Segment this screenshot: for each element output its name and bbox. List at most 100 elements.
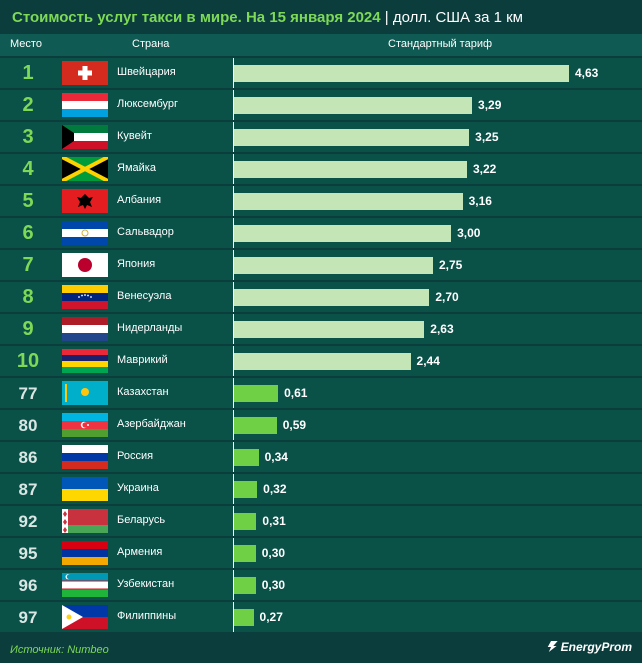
kazakhstan-flag-icon xyxy=(62,381,108,405)
table-row: 95 Армения 0,30 xyxy=(0,538,642,568)
axis-line xyxy=(233,186,234,216)
column-header: Место Страна Стандартный тариф xyxy=(0,34,642,56)
rank-label: 80 xyxy=(18,416,38,435)
value-label: 4,63 xyxy=(575,66,599,80)
rank-label: 86 xyxy=(18,448,38,467)
rank-label: 10 xyxy=(16,350,40,372)
table-row: 77 Казахстан 0,61 xyxy=(0,378,642,408)
table-row: 3 Кувейт 3,25 xyxy=(0,122,642,152)
value-label: 3,25 xyxy=(475,130,499,144)
table-row: 97 Филиппины 0,27 xyxy=(0,602,642,632)
axis-line xyxy=(233,154,234,184)
value-label: 3,22 xyxy=(472,162,497,176)
rank-label: 92 xyxy=(18,512,38,531)
value-label: 0,30 xyxy=(261,578,286,592)
brand-logo: EnergyProm xyxy=(547,640,632,654)
axis-line xyxy=(233,442,234,472)
axis-line xyxy=(233,410,234,440)
header-tariff: Стандартный тариф xyxy=(388,38,493,50)
kuwait-flag-icon xyxy=(62,125,108,149)
axis-line xyxy=(233,378,234,408)
country-label: Армения xyxy=(117,546,163,558)
value-label: 2,63 xyxy=(430,322,454,336)
japan-flag-icon xyxy=(62,253,108,277)
value-label: 3,29 xyxy=(478,98,502,112)
bar xyxy=(234,161,467,178)
country-label: Азербайджан xyxy=(117,418,186,430)
rank-label: 77 xyxy=(18,384,38,403)
netherlands-flag-icon xyxy=(62,317,108,341)
axis-line xyxy=(233,250,234,280)
axis-line xyxy=(233,282,234,312)
luxembourg-flag-icon xyxy=(62,93,108,117)
lightning-icon xyxy=(547,641,558,652)
bar xyxy=(234,417,277,434)
bar xyxy=(234,257,433,274)
bar xyxy=(234,385,279,402)
russia-flag-icon xyxy=(62,445,108,469)
rank-label: 3 xyxy=(22,126,34,148)
axis-line xyxy=(233,570,234,600)
title-separator: | xyxy=(384,9,389,26)
table-row: 9 Нидерланды 2,63 xyxy=(0,314,642,344)
value-label: 0,32 xyxy=(263,482,287,496)
value-label: 0,31 xyxy=(262,514,286,528)
el-salvador-flag-icon xyxy=(62,221,108,245)
value-label: 0,34 xyxy=(264,450,288,464)
country-label: Япония xyxy=(117,258,156,270)
value-label: 2,70 xyxy=(435,290,459,304)
axis-line xyxy=(233,474,234,504)
mauritius-flag-icon xyxy=(62,349,108,373)
country-label: Узбекистан xyxy=(117,578,175,590)
axis-line xyxy=(233,218,234,248)
bar xyxy=(234,65,569,82)
rank-label: 9 xyxy=(22,318,34,340)
table-row: 87 Украина 0,32 xyxy=(0,474,642,504)
country-label: Украина xyxy=(117,482,159,494)
axis-line xyxy=(233,602,234,632)
axis-line xyxy=(233,314,234,344)
bar xyxy=(234,193,463,210)
table-row: 6 Сальвадор 3,00 xyxy=(0,218,642,248)
chart-title: Стоимость услуг такси в мире. На 15 янва… xyxy=(12,9,523,26)
bar xyxy=(234,609,254,626)
table-row: 92 Беларусь 0,31 xyxy=(0,506,642,536)
belarus-flag-icon xyxy=(62,509,108,533)
value-label: 3,00 xyxy=(457,226,481,240)
rank-label: 7 xyxy=(22,254,34,276)
bar xyxy=(234,321,425,338)
value-label: 3,16 xyxy=(468,194,492,208)
bar xyxy=(234,449,259,466)
title-main: Стоимость услуг такси в мире. На 15 янва… xyxy=(12,9,381,26)
bar xyxy=(234,225,452,242)
country-label: Россия xyxy=(117,450,154,462)
brand-name: EnergyProm xyxy=(560,640,632,654)
country-label: Венесуэла xyxy=(117,290,172,302)
value-label: 2,44 xyxy=(416,354,440,368)
rank-label: 8 xyxy=(22,286,34,308)
value-label: 0,61 xyxy=(284,386,308,400)
value-label: 0,30 xyxy=(261,546,286,560)
title-unit: долл. США за 1 км xyxy=(392,9,523,26)
table-row: 4 Ямайка 3,22 xyxy=(0,154,642,184)
table-row: 8 Венесуэла 2,70 xyxy=(0,282,642,312)
table-row: 86 Россия 0,34 xyxy=(0,442,642,472)
rank-label: 1 xyxy=(22,62,34,84)
rank-label: 2 xyxy=(22,94,34,116)
table-row: 5 Албания 3,16 xyxy=(0,186,642,216)
venezuela-flag-icon xyxy=(62,285,108,309)
rank-label: 4 xyxy=(22,158,34,180)
table-row: 96 Узбекистан 0,30 xyxy=(0,570,642,600)
bar xyxy=(234,577,256,594)
country-label: Нидерланды xyxy=(117,322,183,334)
table-row: 10 Маврикий 2,44 xyxy=(0,346,642,376)
bar xyxy=(234,545,256,562)
albania-flag-icon xyxy=(62,189,108,213)
bar xyxy=(234,129,470,146)
country-label: Швейцария xyxy=(117,66,176,78)
country-label: Беларусь xyxy=(117,514,166,526)
value-label: 0,59 xyxy=(282,418,307,432)
value-label: 2,75 xyxy=(438,258,463,272)
axis-line xyxy=(233,90,234,120)
country-label: Кувейт xyxy=(117,130,152,142)
